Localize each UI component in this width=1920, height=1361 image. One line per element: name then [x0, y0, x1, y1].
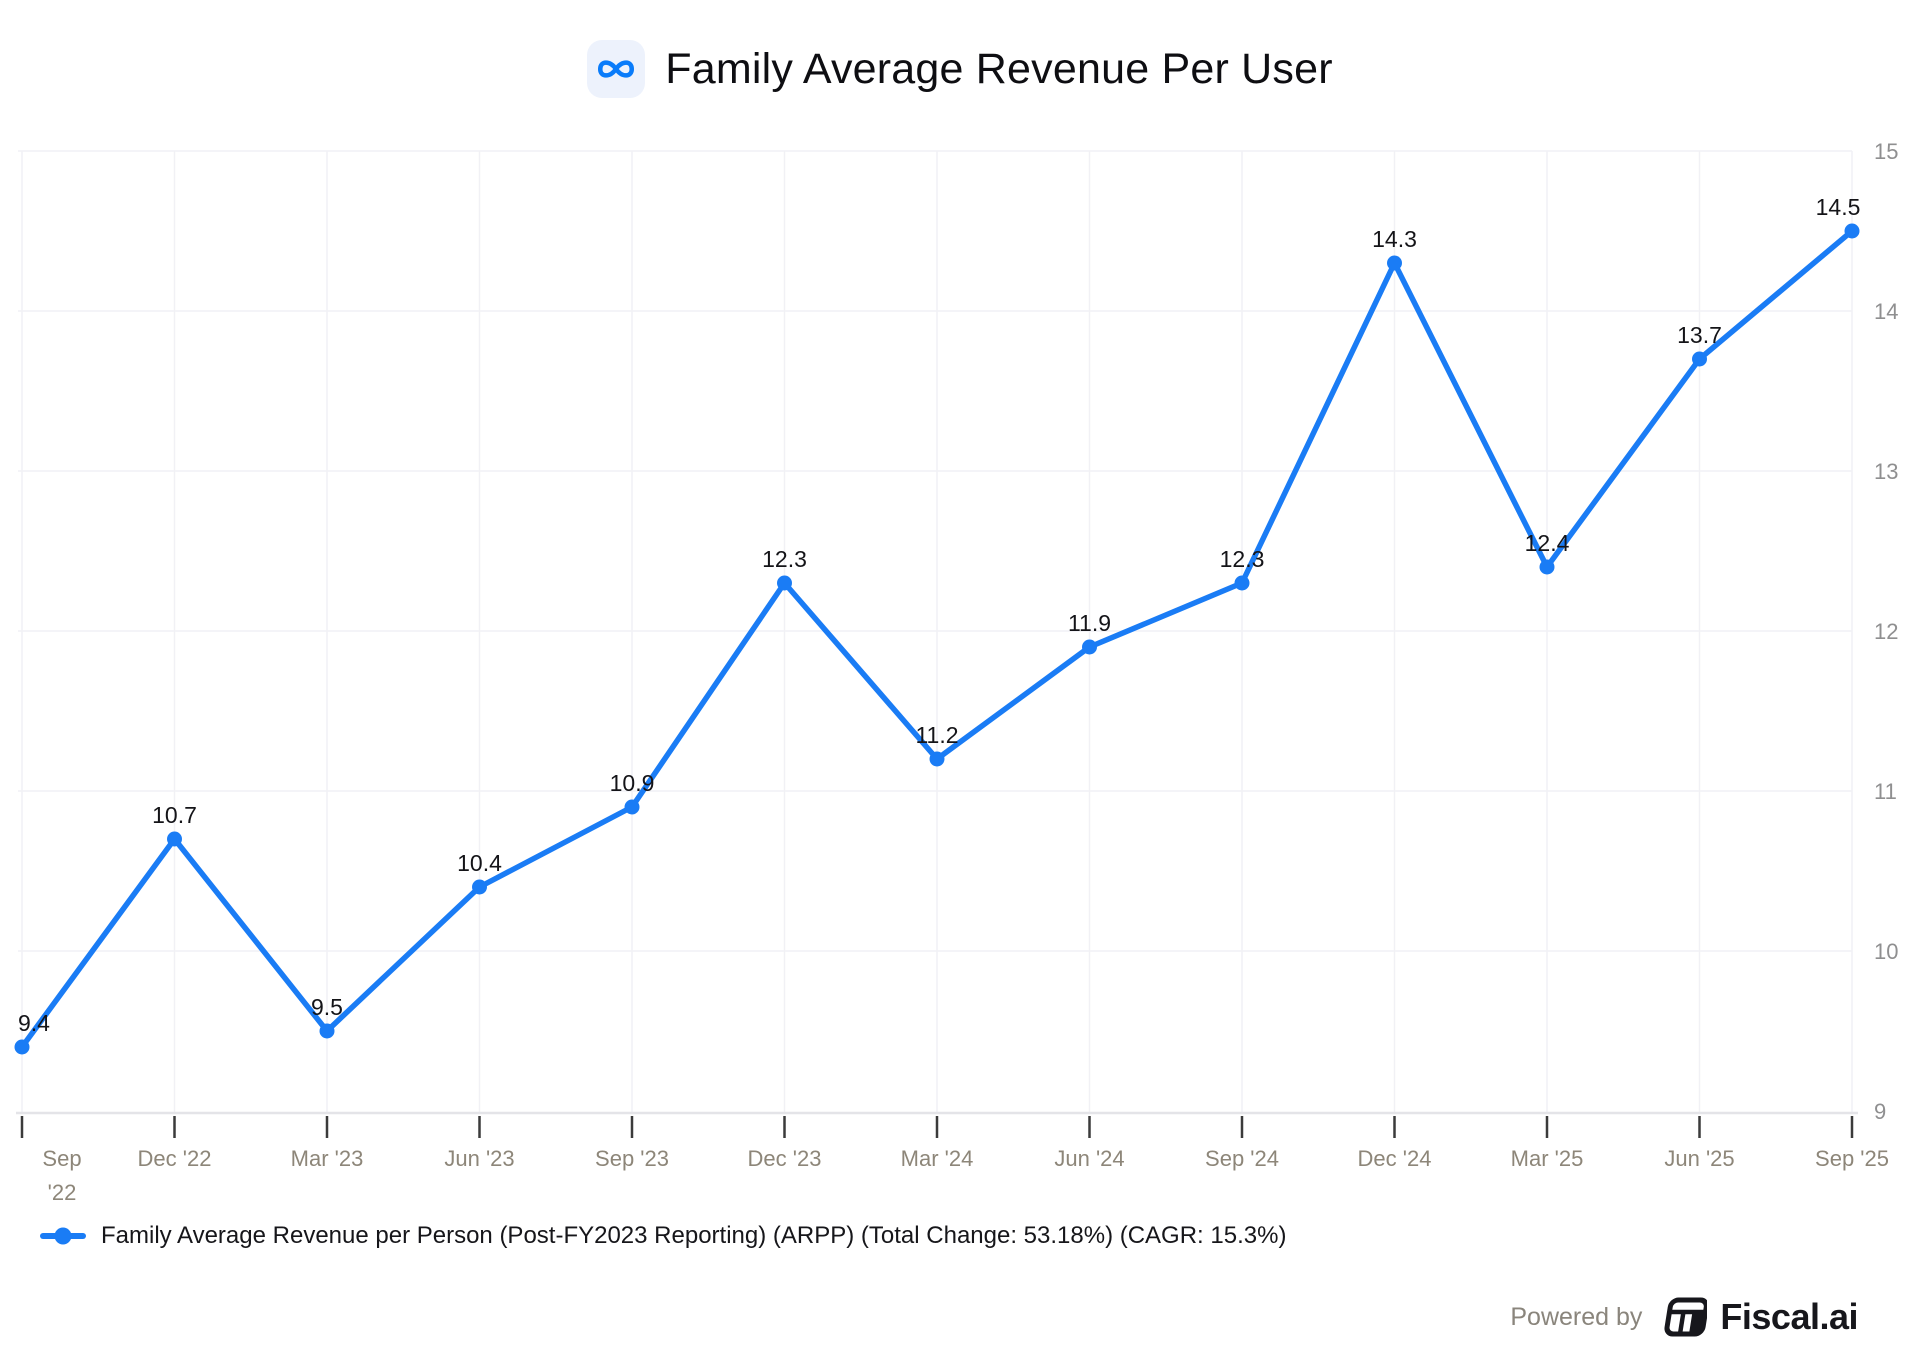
svg-text:Sep '25: Sep '25	[1815, 1146, 1889, 1171]
value-labels: 9.4 10.7 9.5 10.4 10.9 12.3 11.2 11.9 12.3 14.3 12…	[18, 194, 1860, 1036]
svg-text:15: 15	[1874, 139, 1898, 164]
value-label: 14.5	[1816, 194, 1861, 220]
svg-text:14: 14	[1874, 299, 1898, 324]
value-label: 12.4	[1525, 530, 1570, 556]
value-label: 9.5	[311, 994, 343, 1020]
legend-marker-icon	[40, 1227, 86, 1245]
y-gridlines	[18, 150, 1852, 952]
svg-text:11: 11	[1874, 779, 1897, 804]
svg-text:10: 10	[1874, 939, 1898, 964]
x-gridlines	[21, 151, 1853, 1113]
data-point[interactable]	[14, 1039, 30, 1055]
data-point[interactable]	[472, 879, 487, 895]
value-label: 12.3	[1220, 546, 1265, 572]
value-label: 13.7	[1677, 322, 1722, 348]
meta-logo-icon	[587, 40, 646, 98]
data-point[interactable]	[1844, 223, 1860, 239]
svg-text:Sep '23: Sep '23	[595, 1146, 669, 1171]
value-label: 9.4	[18, 1010, 50, 1036]
svg-text:Dec '23: Dec '23	[748, 1146, 822, 1171]
fiscal-ai-logo-icon	[1664, 1297, 1708, 1337]
legend-item-arpp[interactable]: Family Average Revenue per Person (Post-…	[40, 1222, 1286, 1250]
fiscal-ai-wordmark: Fiscal.ai	[1720, 1296, 1858, 1337]
svg-text:Dec '22: Dec '22	[138, 1146, 212, 1171]
value-label: 10.7	[152, 802, 197, 828]
data-point[interactable]	[319, 1023, 335, 1039]
svg-text:Sep '24: Sep '24	[1205, 1146, 1279, 1171]
svg-text:Sep'22: Sep '22	[42, 1146, 81, 1205]
svg-text:Mar '24: Mar '24	[901, 1146, 974, 1171]
data-point[interactable]	[777, 575, 792, 591]
legend-label: Family Average Revenue per Person (Post-…	[101, 1222, 1287, 1249]
data-points	[14, 223, 1860, 1055]
data-point[interactable]	[1234, 575, 1250, 591]
value-label: 12.3	[762, 546, 807, 572]
svg-text:Dec '24: Dec '24	[1358, 1146, 1432, 1171]
value-label: 11.2	[915, 722, 958, 748]
data-point[interactable]	[1082, 639, 1097, 655]
data-point[interactable]	[1387, 255, 1402, 271]
value-label: 14.3	[1372, 226, 1417, 252]
data-point[interactable]	[1692, 351, 1707, 367]
x-axis-ticks	[20, 1116, 1854, 1138]
data-point[interactable]	[624, 799, 640, 815]
powered-by-text: Powered by	[1510, 1302, 1643, 1331]
y-tick-labels: 9 10 11 12 13 14 15	[1874, 139, 1898, 1124]
fiscal-ai-footer-link[interactable]: Powered by Fiscal.ai	[1510, 1296, 1858, 1338]
chart-title-row: Family Average Revenue Per User	[0, 38, 1920, 100]
x-tick-labels: Sep '22 Dec '22 Mar '23 Jun '23 Sep '23 Dec '2…	[42, 1146, 1889, 1205]
value-label: 10.9	[610, 770, 655, 796]
svg-text:Mar '25: Mar '25	[1511, 1146, 1584, 1171]
svg-text:Jun '25: Jun '25	[1664, 1146, 1734, 1171]
meta-infinity-glyph	[598, 60, 635, 78]
value-label: 10.4	[457, 850, 502, 876]
svg-text:Mar '23: Mar '23	[291, 1146, 364, 1171]
value-label: 11.9	[1068, 610, 1111, 636]
svg-text:9: 9	[1874, 1099, 1886, 1124]
data-point[interactable]	[1539, 559, 1555, 575]
page-title: Family Average Revenue Per User	[665, 44, 1333, 93]
svg-text:13: 13	[1874, 459, 1898, 484]
data-point[interactable]	[167, 831, 182, 847]
svg-text:Jun '23: Jun '23	[444, 1146, 514, 1171]
data-point[interactable]	[929, 751, 945, 767]
svg-text:12: 12	[1874, 619, 1898, 644]
svg-text:Jun '24: Jun '24	[1054, 1146, 1124, 1171]
